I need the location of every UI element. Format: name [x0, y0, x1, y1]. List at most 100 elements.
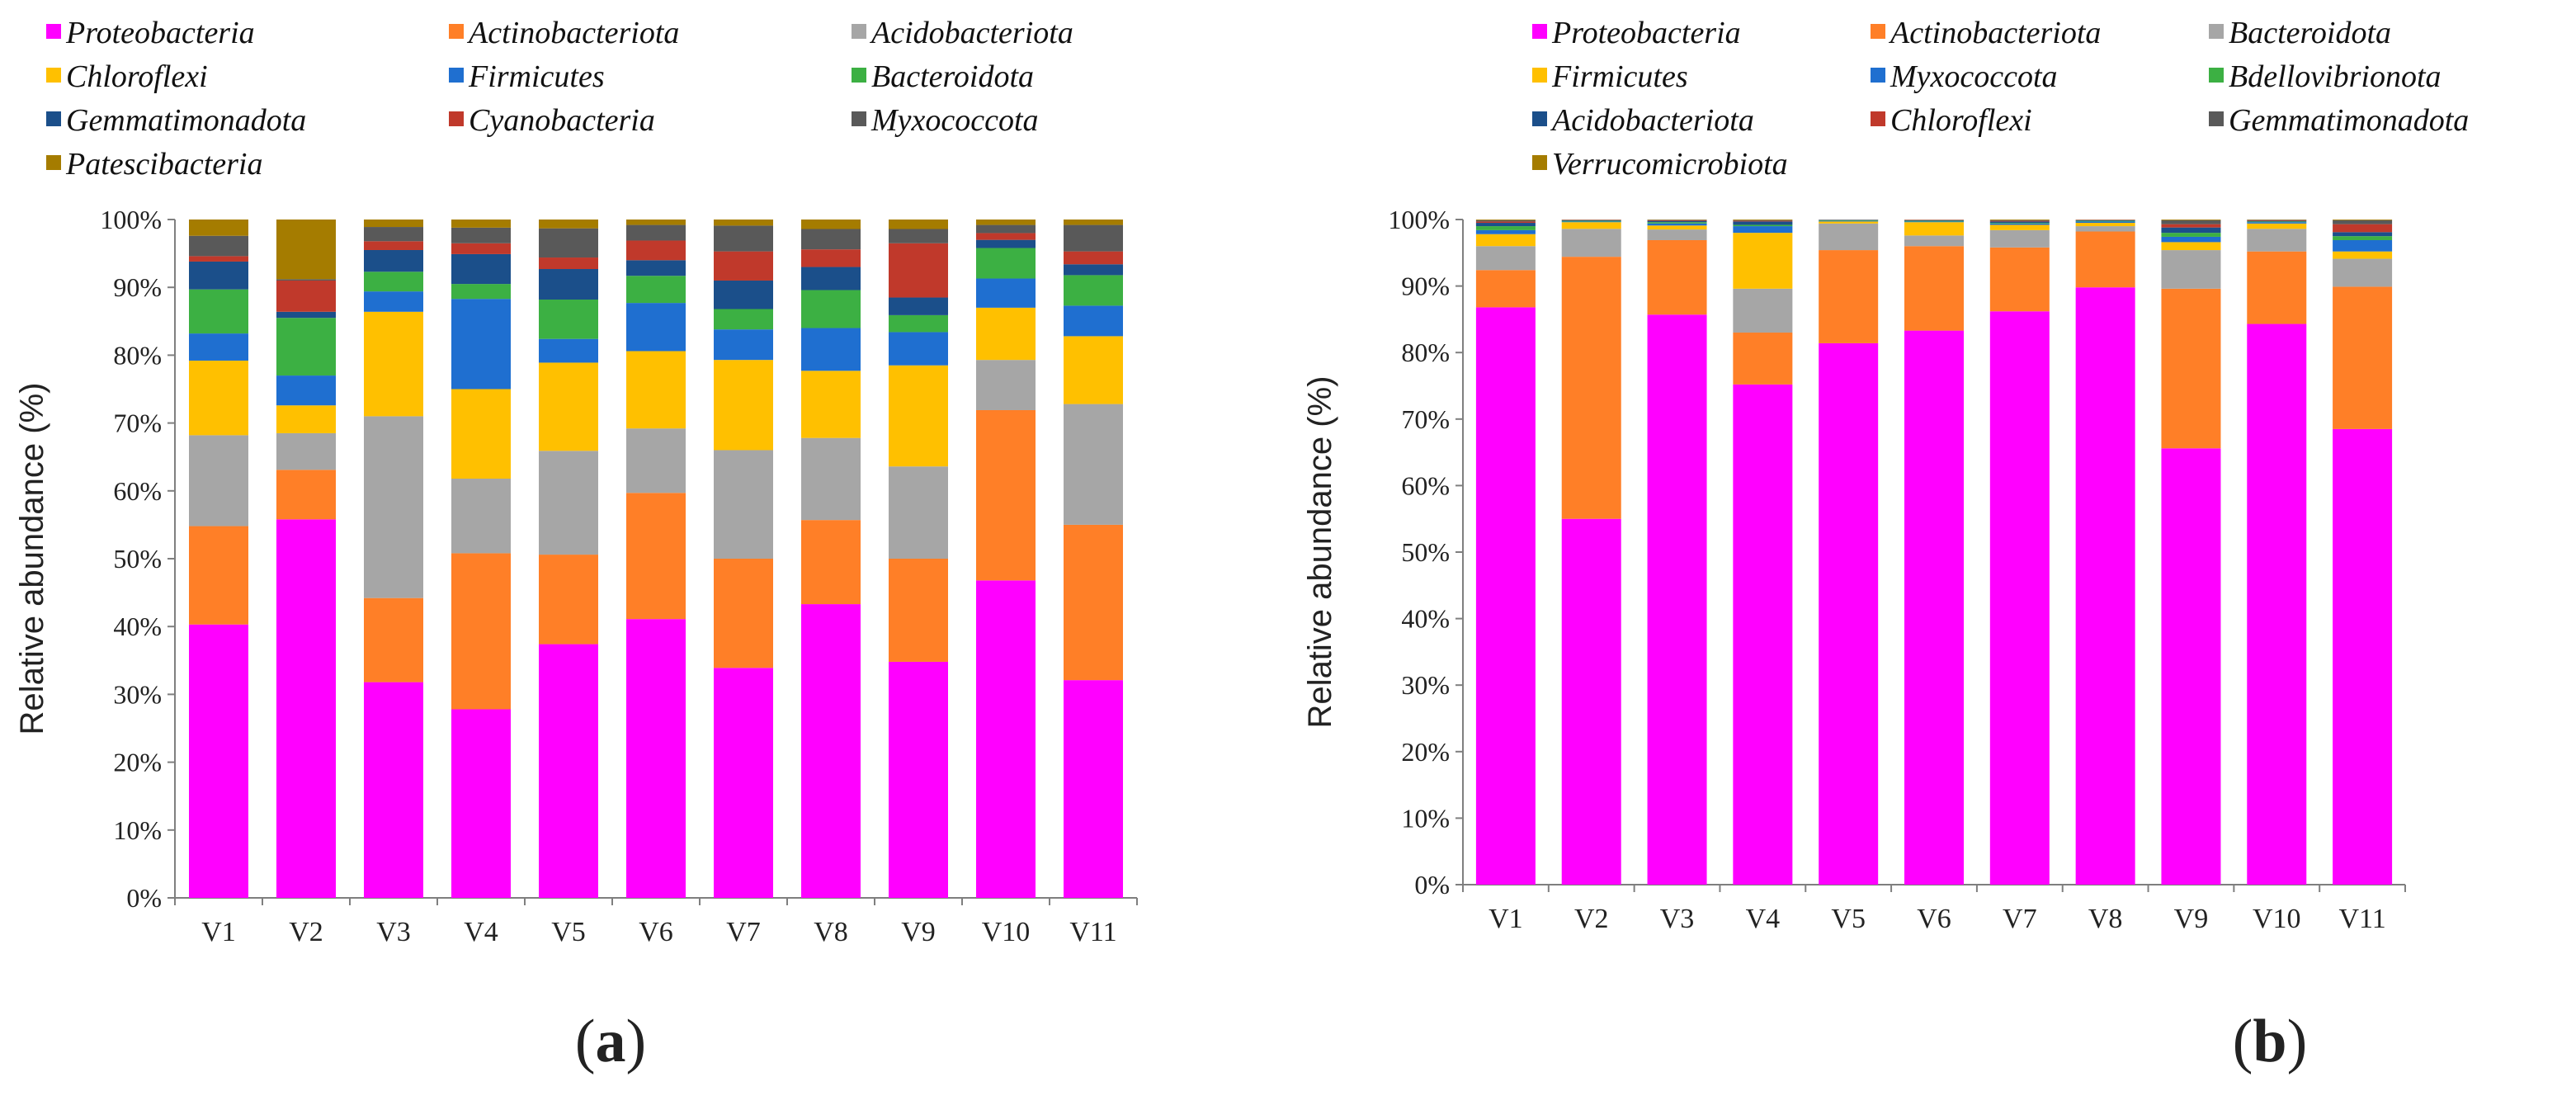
- bar-segment-v7-actinobacteriota: [714, 559, 773, 668]
- legend-swatch-bdellovibrionota: [2209, 68, 2224, 83]
- legend-label-firmicutes: Firmicutes: [1551, 59, 1688, 94]
- legend-swatch-myxococcota: [1871, 68, 1885, 83]
- legend-label-acidobacteriota: Acidobacteriota: [869, 16, 1073, 50]
- x-tick-label-v10: V10: [2253, 904, 2301, 934]
- x-tick-label-v5: V5: [551, 917, 586, 947]
- bar-segment-v7-chloroflexi: [714, 360, 773, 451]
- legend-swatch-chloroflexi: [46, 68, 61, 83]
- y-tick-label: 80%: [113, 340, 162, 370]
- bar-segment-v3-bdellovibrionota: [1647, 222, 1707, 224]
- legend-swatch-chloroflexi: [1871, 111, 1885, 126]
- bar-segment-v2-acidobacteriota: [1561, 220, 1621, 221]
- y-tick-label: 10%: [1401, 803, 1450, 833]
- x-tick-label-v2: V2: [1574, 904, 1609, 934]
- bar-stack-v8: [801, 220, 861, 898]
- bar-segment-v5-myxococcota: [1819, 220, 1879, 222]
- bar-segment-v11-acidobacteriota: [1064, 404, 1123, 525]
- x-tick-label-v7: V7: [2003, 904, 2037, 934]
- bar-segment-v3-bacteroidota: [1647, 229, 1707, 240]
- bar-segment-v6-acidobacteriota: [1904, 220, 1964, 221]
- x-tick-label-v3: V3: [376, 917, 411, 947]
- y-tick-label: 50%: [1401, 537, 1450, 567]
- bar-segment-v1-cyanobacteria: [189, 256, 248, 262]
- bar-segment-v11-gemmatimonadota: [1064, 264, 1123, 276]
- legend-swatch-bacteroidota: [2209, 24, 2224, 39]
- x-tick-label-v4: V4: [464, 917, 498, 947]
- bar-segment-v3-myxococcota: [1647, 223, 1707, 226]
- bar-segment-v5-proteobacteria: [1819, 342, 1879, 885]
- bar-segment-v3-actinobacteriota: [1647, 239, 1707, 315]
- bar-segment-v1-bacteroidota: [189, 289, 248, 334]
- x-tick-label-v5: V5: [1831, 904, 1866, 934]
- bar-segment-v2-gemmatimonadota: [276, 311, 336, 319]
- y-tick-label: 0%: [1414, 870, 1450, 900]
- legend-label-chloroflexi: Chloroflexi: [66, 59, 208, 94]
- bar-segment-v11-gemmatimonadota: [2333, 220, 2393, 224]
- bar-segment-v1-actinobacteriota: [189, 526, 248, 625]
- legend-label-patescibacteria: Patescibacteria: [65, 147, 262, 182]
- bar-segment-v3-acidobacteriota: [364, 416, 423, 598]
- bar-segment-v8-proteobacteria: [801, 604, 861, 898]
- bar-segment-v9-proteobacteria: [2161, 448, 2221, 885]
- bar-segment-v9-acidobacteriota: [889, 466, 948, 559]
- x-tick-label-v10: V10: [982, 917, 1031, 947]
- bar-segment-v7-acidobacteriota: [714, 450, 773, 559]
- bar-segment-v1-myxococcota: [189, 235, 248, 257]
- bar-segment-v10-firmicutes: [976, 278, 1036, 308]
- bar-segment-v7-gemmatimonadota: [1989, 220, 2050, 221]
- bar-segment-v7-patescibacteria: [714, 220, 773, 226]
- bar-segment-v5-myxococcota: [539, 228, 598, 258]
- y-axis-title: Relative abundance (%): [1302, 376, 1338, 729]
- legend-label-actinobacteriota: Actinobacteriota: [466, 16, 679, 50]
- legend-label-acidobacteriota: Acidobacteriota: [1550, 103, 1754, 138]
- bar-segment-v8-firmicutes: [801, 328, 861, 371]
- bar-segment-v10-actinobacteriota: [976, 409, 1036, 581]
- bar-segment-v7-bdellovibrionota: [1989, 223, 2050, 224]
- bar-segment-v5-bdellovibrionota: [1819, 220, 1879, 221]
- bar-segment-v2-proteobacteria: [276, 519, 336, 898]
- bar-segment-v3-patescibacteria: [364, 220, 423, 228]
- bar-segment-v3-acidobacteriota: [1647, 220, 1707, 223]
- x-tick-label-v2: V2: [289, 917, 323, 947]
- bar-segment-v8-myxococcota: [2075, 221, 2135, 224]
- legend-label-bdellovibrionota: Bdellovibrionota: [2229, 59, 2442, 94]
- bar-segment-v9-firmicutes: [889, 332, 948, 366]
- bar-segment-v7-acidobacteriota: [1989, 221, 2050, 224]
- bar-segment-v10-bdellovibrionota: [2247, 221, 2307, 223]
- x-tick-label-v4: V4: [1746, 904, 1781, 934]
- x-tick-label-v7: V7: [726, 917, 761, 947]
- bar-segment-v9-patescibacteria: [889, 220, 948, 229]
- stacked-bar-chart-a: Proteobacteria Actinobacteriota Acidobacte…: [14, 16, 1138, 947]
- bar-segment-v9-myxococcota: [2161, 236, 2221, 243]
- bar-segment-v2-bacteroidota: [276, 318, 336, 376]
- bar-segment-v2-myxococcota: [1561, 221, 1621, 223]
- bar-segment-v3-actinobacteriota: [364, 597, 423, 682]
- bar-segment-v3-cyanobacteria: [364, 241, 423, 250]
- bar-segment-v8-bacteroidota: [2075, 226, 2135, 232]
- bar-segment-v7-gemmatimonadota: [714, 280, 773, 309]
- x-tick-label-v1: V1: [201, 917, 236, 947]
- y-tick-label: 70%: [1401, 404, 1450, 434]
- bar-stack-v7: [714, 220, 773, 898]
- bar-segment-v8-chloroflexi: [801, 371, 861, 438]
- bar-stack-v4: [1733, 220, 1793, 885]
- legend-swatch-firmicutes: [449, 68, 464, 83]
- y-tick-label: 70%: [113, 408, 162, 438]
- bar-segment-v8-acidobacteriota: [2075, 220, 2135, 221]
- bar-segment-v9-bacteroidota: [2161, 250, 2221, 289]
- bar-stack-v5: [1819, 220, 1879, 885]
- bar-stack-v6: [626, 220, 686, 898]
- legend-swatch-cyanobacteria: [449, 111, 464, 126]
- bar-segment-v8-patescibacteria: [801, 220, 861, 229]
- bar-segment-v2-firmicutes: [1561, 222, 1621, 229]
- bar-segment-v1-myxococcota: [1475, 229, 1536, 234]
- bar-segment-v7-bacteroidota: [714, 309, 773, 330]
- bar-segment-v4-gemmatimonadota: [451, 253, 511, 285]
- bar-segment-v2-cyanobacteria: [276, 280, 336, 312]
- bar-segment-v2-patescibacteria: [276, 220, 336, 280]
- bar-segment-v5-proteobacteria: [539, 644, 598, 898]
- bar-segment-v2-actinobacteriota: [276, 470, 336, 520]
- bar-segment-v3-chloroflexi: [364, 311, 423, 417]
- bar-segment-v3-myxococcota: [364, 227, 423, 242]
- bar-segment-v6-chloroflexi: [626, 351, 686, 429]
